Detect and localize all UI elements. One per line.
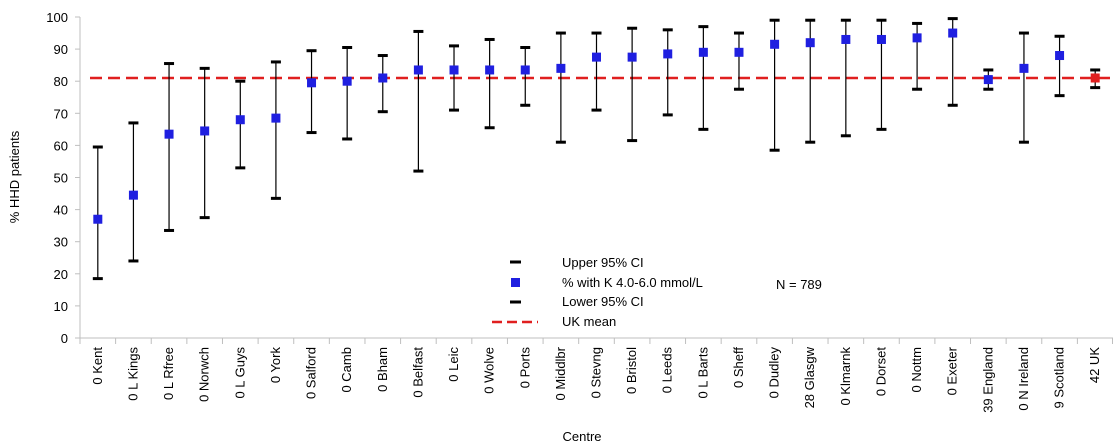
centre-value-point [734,47,744,57]
x-tick-label: 28 Glasgw [802,346,817,408]
x-tick-label: 0 L Barts [695,347,710,399]
legend-box [486,251,768,333]
centre-value-point [1019,63,1029,73]
x-tick-label: 0 Middlbr [553,346,568,400]
sample-size-note: N = 789 [776,277,822,292]
centre-value-point [770,39,780,49]
y-axis: 0 10 20 30 40 50 60 70 80 90 100 [46,10,81,346]
x-tick-label: 0 Klmarnk [838,347,853,406]
x-tick-label: 0 Nottm [909,347,924,393]
x-tick-label: 0 N Ireland [1016,347,1031,411]
centre-value-point [164,129,174,139]
centre-value-point [307,78,317,88]
centre-value-point [805,38,815,48]
y-tick-label: 90 [54,42,68,57]
centre-value-point [378,73,388,83]
centre-value-point [342,76,352,86]
x-tick-label: 0 Norwch [197,347,212,402]
y-tick-label: 80 [54,74,68,89]
y-tick-label: 60 [54,138,68,153]
x-tick-label: 0 L Rfree [161,347,176,400]
legend-centre-swatch [511,278,520,287]
centre-value-point [698,47,708,57]
x-tick-label: 0 Dorset [873,347,888,397]
x-tick-label: 0 Leeds [660,347,675,394]
y-axis-title: % HHD patients [7,130,22,223]
data-points [93,28,1100,224]
centre-value-point [841,34,851,44]
y-tick-label: 40 [54,203,68,218]
x-tick-label: 42 UK [1087,347,1102,383]
x-tick-label: 0 Ports [517,347,532,389]
x-axis-title: Centre [562,429,601,444]
x-tick-label: 0 Leic [446,347,461,382]
x-tick-label: 0 Dudley [767,347,782,399]
x-tick-label: 0 York [268,347,283,384]
x-tick-label: 0 Salford [304,347,319,399]
x-tick-label: 0 Kent [90,347,105,385]
centre-value-point [520,65,530,75]
centre-value-point [556,63,566,73]
x-axis: 0 Kent 0 L Kings 0 L Rfree 0 Norwch 0 L Guys… [79,337,1113,413]
x-tick-label: 9 Scotland [1052,347,1067,408]
centre-value-point [627,52,637,62]
x-tick-label: 0 Belfast [410,347,425,398]
centre-value-point [948,28,958,38]
centre-value-point [93,214,103,224]
x-tick-label: 0 Sheff [731,347,746,388]
centre-value-point [485,65,495,75]
x-tick-label: 0 Exeter [945,346,960,395]
legend-label-uk-mean: UK mean [562,314,616,329]
y-tick-label: 0 [61,331,68,346]
centre-value-point [663,49,673,59]
y-tick-label: 10 [54,299,68,314]
centre-value-point [128,190,138,200]
x-tick-label: 0 Stevng [589,347,604,398]
y-tick-label: 100 [46,10,68,25]
legend-label-upper-ci: Upper 95% CI [562,255,644,270]
centre-value-point [413,65,423,75]
x-tick-label: 0 L Kings [125,347,140,401]
centre-value-point [449,65,459,75]
y-tick-label: 50 [54,171,68,186]
x-tick-label: 0 Bham [375,347,390,392]
centre-value-point [912,33,922,43]
uk-value-point [1090,73,1100,83]
centre-value-point [876,34,886,44]
x-tick-label: 0 Bristol [624,347,639,394]
centre-value-point [1055,51,1065,61]
legend: Upper 95% CI % with K 4.0-6.0 mmol/L Low… [486,251,768,333]
centre-value-point [200,126,210,136]
centre-value-point [235,115,245,125]
x-tick-label: 0 Wolve [482,347,497,394]
y-tick-label: 20 [54,267,68,282]
centre-value-point [592,52,601,62]
legend-label-centre: % with K 4.0-6.0 mmol/L [562,275,703,290]
x-tick-label: 0 L Guys [232,347,247,399]
x-tick-label: 39 England [980,347,995,413]
legend-label-lower-ci: Lower 95% CI [562,294,644,309]
x-tick-label: 0 Camb [339,347,354,393]
centre-value-point [271,113,281,123]
y-tick-label: 30 [54,235,68,250]
centre-value-point [983,75,993,85]
y-tick-label: 70 [54,106,68,121]
